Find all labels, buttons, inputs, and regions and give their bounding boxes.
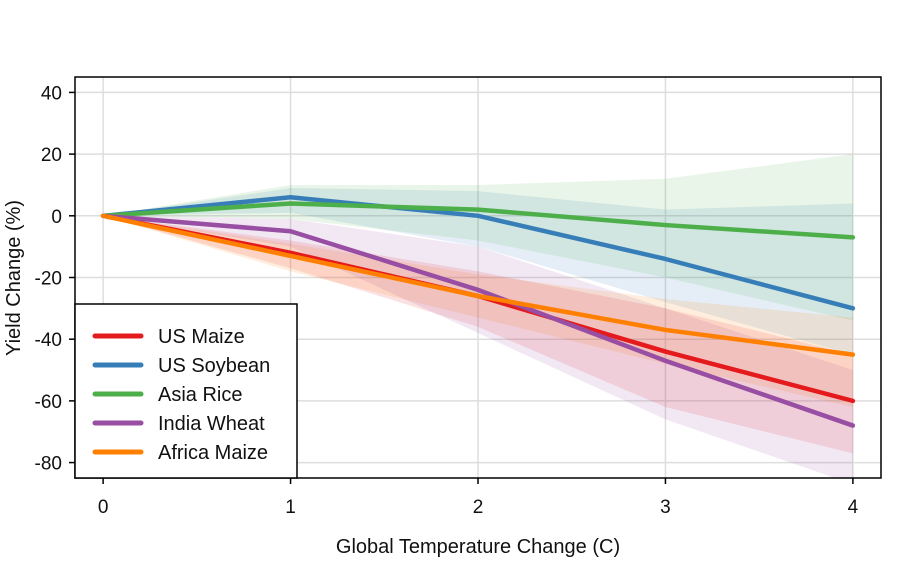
x-tick-label: 1	[285, 497, 296, 518]
x-ticks: 0 1 2 3 4	[98, 478, 859, 518]
x-tick-label: 0	[98, 497, 109, 518]
legend-label: Africa Maize	[158, 442, 268, 464]
series-lines	[100, 195, 856, 428]
x-tick-label: 2	[473, 497, 484, 518]
legend-label: Asia Rice	[158, 384, 242, 406]
series-line	[100, 213, 856, 428]
y-tick-label: 20	[41, 145, 62, 166]
x-tick-label: 3	[660, 497, 671, 518]
y-tick-label: -60	[35, 392, 62, 413]
legend-label: US Maize	[158, 326, 245, 348]
series-line	[100, 201, 856, 240]
y-axis-title: Yield Change (%)	[3, 200, 25, 356]
y-tick-label: 40	[41, 83, 62, 104]
series-line	[100, 195, 856, 311]
confidence-band	[103, 215, 853, 478]
legend-label: India Wheat	[158, 413, 265, 435]
y-tick-label: -40	[35, 330, 62, 351]
legend-box	[74, 303, 298, 479]
x-tick-label: 4	[848, 497, 859, 518]
y-tick-label: -20	[35, 269, 62, 290]
y-tick-label: -80	[35, 454, 62, 475]
y-ticks: 40 20 0 -20 -40 -60 -80	[35, 83, 75, 475]
legend-label: US Soybean	[158, 355, 270, 377]
legend: US Maize US Soybean Asia Rice India Wheat Af…	[74, 303, 298, 479]
series-line	[100, 213, 856, 357]
confidence-band	[103, 215, 853, 454]
confidence-band	[103, 188, 853, 355]
x-axis-title: Global Temperature Change (C)	[336, 536, 620, 558]
y-tick-label: 0	[51, 207, 62, 228]
